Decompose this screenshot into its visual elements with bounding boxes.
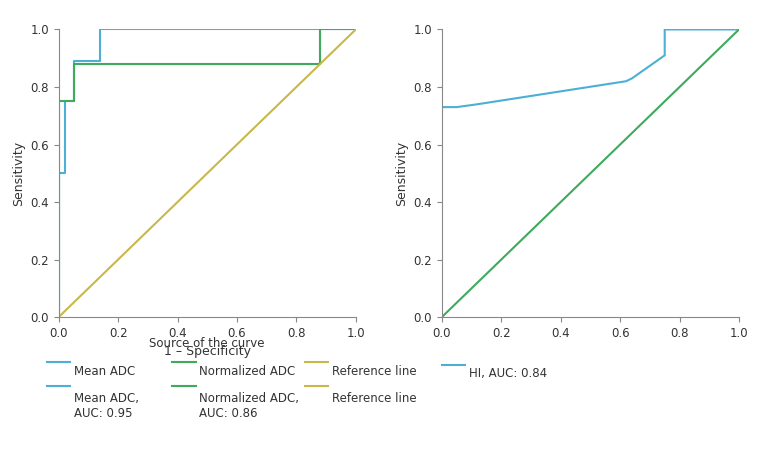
Text: Normalized ADC,
AUC: 0.86: Normalized ADC, AUC: 0.86 [199,392,300,420]
X-axis label: 1 – Specificity: 1 – Specificity [163,345,251,358]
Text: Normalized ADC: Normalized ADC [199,365,296,378]
Y-axis label: Sensitivity: Sensitivity [12,141,25,206]
Text: Source of the curve: Source of the curve [149,337,265,351]
Text: Reference line: Reference line [332,365,417,378]
Y-axis label: Sensitivity: Sensitivity [395,141,408,206]
Text: HI, AUC: 0.84: HI, AUC: 0.84 [469,367,547,380]
Text: Reference line: Reference line [332,392,417,405]
Text: Mean ADC,
AUC: 0.95: Mean ADC, AUC: 0.95 [74,392,139,420]
Text: Mean ADC: Mean ADC [74,365,135,378]
